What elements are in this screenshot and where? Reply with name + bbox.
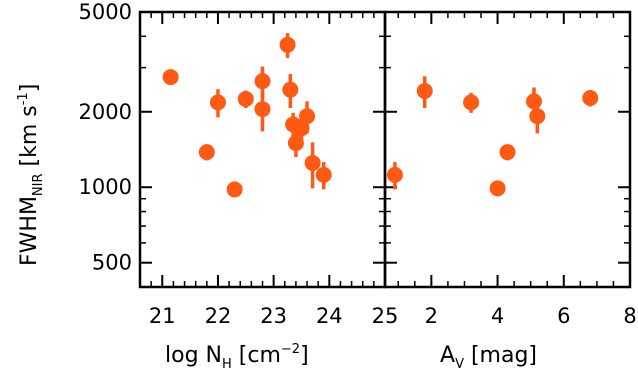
y-tick-label: 2000 xyxy=(79,100,132,124)
data-marker xyxy=(489,180,506,197)
data-point xyxy=(254,66,271,98)
x-tick-label: 4 xyxy=(491,304,504,328)
data-marker xyxy=(582,89,599,106)
data-point xyxy=(237,90,254,109)
data-point xyxy=(489,180,506,197)
data-point xyxy=(304,142,321,189)
data-point xyxy=(198,144,215,161)
data-point xyxy=(463,92,480,113)
data-marker xyxy=(226,181,243,198)
x-axis-label-left: log NH [cm−2] xyxy=(165,342,309,372)
data-point xyxy=(279,33,296,58)
data-marker xyxy=(463,94,480,111)
data-marker xyxy=(237,90,254,107)
data-point xyxy=(386,162,403,190)
data-point xyxy=(282,73,299,109)
x-tick-label: 21 xyxy=(149,304,176,328)
data-marker xyxy=(416,83,433,100)
data-marker xyxy=(162,69,179,86)
data-point xyxy=(529,101,546,134)
data-marker xyxy=(299,108,316,125)
data-point xyxy=(582,89,599,107)
data-marker xyxy=(198,144,215,161)
x-tick-label: 8 xyxy=(623,304,636,328)
data-point xyxy=(416,76,433,109)
data-marker xyxy=(386,166,403,183)
right-panel: 2 4 6 8 xyxy=(383,10,637,328)
data-point xyxy=(499,144,516,161)
y-axis-label: FWHMNIR [km s-1] xyxy=(16,84,46,266)
plot-frame xyxy=(383,10,632,289)
x-tick-label: 6 xyxy=(557,304,570,328)
x-axis-label-right: AV [mag] xyxy=(440,343,537,372)
data-marker xyxy=(254,73,271,90)
left-panel: 500 1000 2000 5000 21 22 23 24 25 xyxy=(79,0,399,328)
data-point xyxy=(315,162,332,190)
data-point xyxy=(226,181,243,198)
x-tick-label: 22 xyxy=(205,304,232,328)
data-marker xyxy=(279,36,296,53)
data-point xyxy=(162,69,179,86)
y-tick-label: 500 xyxy=(92,251,132,275)
plot-frame xyxy=(138,10,387,289)
x-tick-label: 2 xyxy=(425,304,438,328)
y-tick-label: 1000 xyxy=(79,175,132,199)
data-marker xyxy=(254,101,271,118)
data-marker xyxy=(304,154,321,171)
x-tick-label: 25 xyxy=(372,304,399,328)
data-marker xyxy=(525,93,542,110)
data-marker xyxy=(209,94,226,111)
x-tick-label: 24 xyxy=(316,304,343,328)
data-marker xyxy=(315,166,332,183)
data-marker xyxy=(282,81,299,98)
x-tick-label: 23 xyxy=(260,304,287,328)
data-point xyxy=(299,101,316,134)
data-marker xyxy=(499,144,516,161)
data-marker xyxy=(529,108,546,125)
y-tick-label: 5000 xyxy=(79,0,132,24)
data-point xyxy=(209,89,226,118)
